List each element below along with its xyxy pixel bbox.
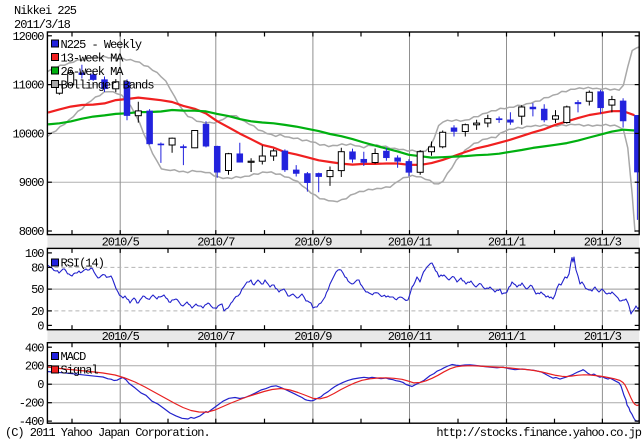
svg-text:2010/9: 2010/9 — [294, 236, 332, 250]
svg-text:2011/3: 2011/3 — [584, 236, 622, 250]
svg-text:2011/3/18: 2011/3/18 — [14, 18, 71, 32]
svg-text:200: 200 — [25, 360, 44, 374]
svg-text:Bollinger Bands: Bollinger Bands — [61, 78, 155, 92]
svg-text:2011/1: 2011/1 — [488, 330, 526, 344]
svg-text:8000: 8000 — [19, 225, 45, 239]
svg-text:Nikkei 225: Nikkei 225 — [14, 4, 77, 18]
svg-text:N225 - Weekly: N225 - Weekly — [61, 38, 142, 52]
svg-text:12000: 12000 — [12, 30, 44, 44]
svg-text:-200: -200 — [19, 397, 45, 411]
svg-text:0: 0 — [37, 319, 44, 333]
svg-text:0: 0 — [37, 378, 44, 392]
svg-text:2010/7: 2010/7 — [197, 236, 235, 250]
svg-text:400: 400 — [25, 341, 44, 355]
svg-text:50: 50 — [31, 283, 44, 297]
svg-text:2010/11: 2010/11 — [388, 330, 432, 344]
svg-text:MACD: MACD — [61, 350, 87, 364]
svg-text:80: 80 — [31, 261, 44, 275]
svg-text:2010/9: 2010/9 — [294, 330, 332, 344]
svg-text:2010/5: 2010/5 — [102, 236, 140, 250]
svg-text:RSI(14): RSI(14) — [61, 257, 104, 271]
svg-text:13-week MA: 13-week MA — [61, 51, 125, 65]
svg-text:2011/1: 2011/1 — [488, 236, 526, 250]
svg-text:100: 100 — [25, 247, 44, 261]
svg-text:2010/7: 2010/7 — [197, 330, 235, 344]
svg-text:9000: 9000 — [19, 176, 45, 190]
svg-text:Signal: Signal — [61, 364, 99, 378]
svg-text:10000: 10000 — [12, 127, 44, 141]
svg-text:11000: 11000 — [12, 79, 44, 93]
svg-text:2011/3: 2011/3 — [584, 330, 622, 344]
svg-text:2010/5: 2010/5 — [102, 330, 140, 344]
svg-text:20: 20 — [31, 305, 44, 319]
svg-text:(C) 2011 Yahoo Japan Corporati: (C) 2011 Yahoo Japan Corporation. — [5, 426, 210, 440]
svg-text:http://stocks.finance.yahoo.co: http://stocks.finance.yahoo.co.jp — [436, 426, 641, 440]
svg-text:26-week MA: 26-week MA — [61, 65, 125, 79]
svg-text:-400: -400 — [19, 415, 45, 429]
svg-text:2010/11: 2010/11 — [388, 236, 432, 250]
